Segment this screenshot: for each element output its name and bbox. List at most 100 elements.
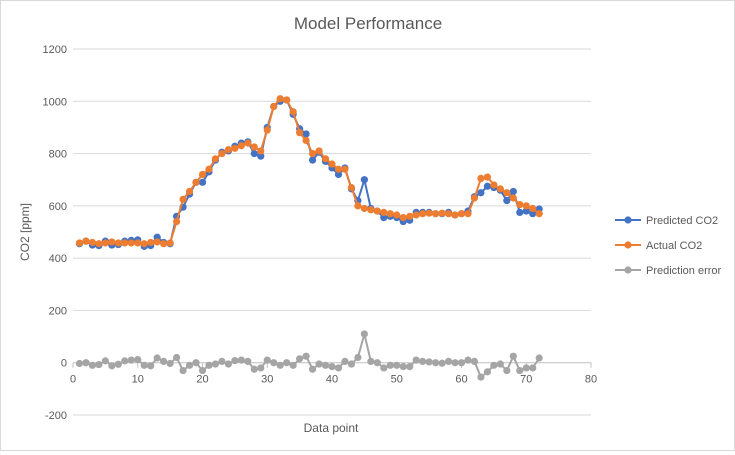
data-point	[406, 363, 414, 371]
data-point	[263, 356, 271, 364]
data-point	[179, 195, 187, 203]
data-point	[121, 357, 129, 365]
data-point	[321, 155, 330, 163]
data-point	[509, 194, 517, 202]
data-point	[354, 353, 362, 362]
data-point	[173, 217, 181, 226]
data-point	[82, 359, 90, 367]
data-point	[140, 240, 148, 248]
x-tick-label: 80	[585, 374, 597, 386]
y-tick-label: 0	[61, 358, 67, 370]
data-point	[108, 238, 116, 246]
data-point	[270, 102, 278, 111]
data-point	[192, 359, 200, 367]
data-point	[185, 187, 194, 196]
data-point	[334, 364, 343, 372]
x-axis-label: Data point	[304, 421, 359, 435]
data-point	[380, 208, 388, 216]
data-point	[88, 238, 97, 247]
legend-item: Actual CO2	[615, 240, 702, 252]
data-point	[432, 359, 440, 367]
legend-item: Prediction error	[615, 265, 722, 277]
data-point	[237, 142, 245, 150]
data-point	[425, 358, 433, 366]
data-point	[283, 96, 291, 104]
data-point	[166, 239, 174, 247]
data-point	[470, 357, 479, 366]
data-point	[367, 357, 375, 366]
data-point	[289, 361, 297, 369]
data-point	[451, 211, 459, 219]
data-point	[289, 108, 297, 116]
data-point	[464, 356, 472, 364]
x-tick-label: 30	[261, 374, 273, 386]
data-point	[477, 189, 485, 197]
data-point	[108, 362, 116, 370]
data-point	[380, 364, 388, 372]
data-point	[231, 144, 239, 152]
data-point	[114, 239, 122, 247]
data-point	[302, 352, 310, 360]
legend-label: Prediction error	[646, 265, 722, 277]
data-point	[444, 357, 453, 366]
data-point	[166, 359, 174, 368]
x-tick-label: 10	[132, 374, 144, 386]
data-point	[237, 356, 245, 364]
data-point	[127, 239, 135, 247]
x-tick-label: 70	[520, 374, 532, 386]
data-point	[470, 194, 479, 202]
data-point	[328, 363, 336, 371]
data-point	[160, 357, 168, 366]
data-point	[147, 362, 155, 370]
data-point	[522, 207, 530, 215]
data-point	[205, 361, 213, 369]
data-point	[529, 204, 537, 213]
data-point	[393, 361, 401, 369]
series-line	[79, 98, 540, 248]
data-point	[250, 149, 258, 158]
y-tick-label: 1000	[43, 96, 67, 108]
data-point	[516, 200, 524, 209]
data-point	[211, 155, 220, 163]
legend-item: Predicted CO2	[615, 215, 718, 227]
legend-marker	[624, 266, 632, 274]
data-point	[224, 146, 232, 154]
data-point	[302, 130, 310, 138]
data-point	[432, 210, 440, 218]
data-point	[153, 238, 161, 246]
y-tick-label: 800	[49, 149, 67, 161]
data-point	[147, 238, 155, 247]
series-line	[79, 97, 540, 245]
data-point	[140, 361, 148, 369]
y-tick-label: 1200	[43, 44, 67, 56]
series-predicted-co2	[75, 96, 543, 250]
data-point	[315, 360, 323, 368]
data-point	[192, 178, 200, 186]
data-point	[308, 156, 317, 164]
data-point	[438, 359, 446, 367]
data-point	[101, 357, 109, 365]
data-point	[399, 214, 407, 222]
chart-title: Model Performance	[294, 14, 442, 33]
data-point	[244, 139, 252, 147]
data-point	[444, 210, 453, 218]
axes: -200 0 200 400 600 800 1000 1200 0 10 20 30 40 50 60 70…	[43, 44, 598, 422]
data-point	[308, 149, 317, 158]
data-point	[464, 210, 472, 218]
data-point	[321, 361, 330, 369]
data-point	[250, 143, 258, 151]
data-point	[535, 354, 543, 362]
data-point	[88, 361, 97, 369]
data-point	[263, 126, 271, 134]
data-point	[296, 355, 304, 363]
data-point	[185, 361, 194, 369]
data-point	[121, 239, 129, 247]
data-point	[367, 206, 375, 214]
data-point	[522, 202, 530, 210]
data-point	[173, 353, 181, 362]
data-point	[276, 361, 284, 369]
y-tick-label: 400	[49, 253, 67, 265]
series-layer	[75, 95, 543, 381]
data-point	[496, 185, 504, 193]
